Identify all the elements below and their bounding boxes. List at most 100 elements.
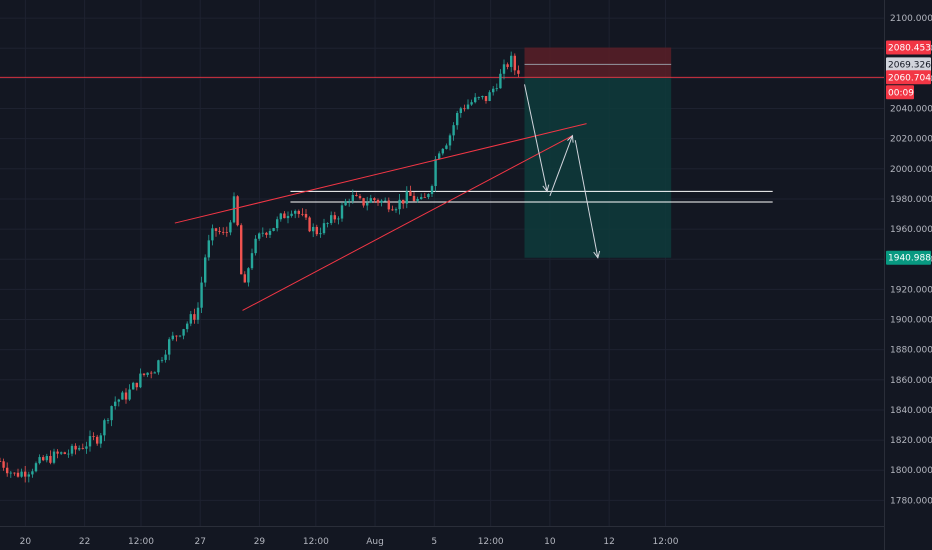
projection-arrow-2: [549, 135, 573, 197]
time-axis-label: 20: [20, 537, 32, 547]
candle-body: [132, 382, 135, 390]
candle-body: [78, 448, 81, 450]
candle-body: [416, 199, 419, 201]
candle-body: [441, 148, 444, 154]
candle-body: [99, 435, 102, 444]
candle-body: [135, 382, 138, 388]
time-axis-label: 12:00: [478, 537, 504, 547]
candle-body: [272, 228, 275, 231]
candle-body: [42, 457, 45, 461]
time-axis-label: 29: [254, 537, 266, 547]
candle-body: [373, 198, 376, 200]
time-axis-label: 12:00: [128, 537, 154, 547]
candle-body: [229, 222, 232, 233]
candle-body: [193, 314, 196, 320]
candle-body: [9, 472, 12, 474]
candle-body: [466, 104, 470, 109]
time-axis-label: 12:00: [653, 537, 679, 547]
entry-price-tag-text: 2060.704: [888, 73, 931, 83]
price-axis-label: 1900.000: [890, 316, 932, 326]
stop-price-tag-text: 2080.453: [888, 44, 931, 54]
candle-body: [463, 108, 466, 110]
time-axis-label: 27: [194, 537, 205, 547]
projection-arrow-1: [524, 84, 548, 192]
candle-body: [117, 399, 120, 402]
candle-body: [394, 209, 398, 211]
candle-body: [506, 64, 509, 67]
candle-body: [430, 186, 434, 195]
candle-body: [445, 145, 448, 149]
candle-body: [474, 97, 477, 103]
stop-loss-zone: [524, 47, 672, 78]
price-axis-label: 1980.000: [890, 195, 932, 205]
candle-body: [517, 70, 520, 74]
time-axis-label: Aug: [366, 537, 384, 547]
time-axis-label: 12:00: [303, 537, 329, 547]
candle-body: [6, 467, 9, 474]
candle-body: [34, 463, 38, 472]
candle-body: [402, 199, 405, 204]
current-price-tag-text: 2069.326: [888, 60, 931, 70]
candle-body: [340, 205, 344, 219]
candle-body: [265, 232, 268, 235]
price-axis-label: 1960.000: [890, 225, 932, 235]
time-axis-label: 12: [603, 537, 614, 547]
price-axis-label: 1820.000: [890, 436, 932, 446]
candle-body: [279, 213, 282, 220]
candle-body: [74, 445, 77, 450]
candle-body: [31, 471, 34, 475]
time-axis-label: 10: [544, 537, 556, 547]
candle-body: [150, 372, 153, 374]
candle-body: [405, 191, 408, 204]
candle-body: [376, 199, 380, 203]
candle-body: [297, 210, 300, 214]
price-axis-label: 2020.000: [890, 135, 932, 145]
candle-body: [420, 197, 423, 200]
candle-body: [254, 238, 257, 254]
candle-body: [160, 359, 164, 361]
candle-body: [481, 96, 484, 98]
candle-body: [204, 257, 207, 283]
arrowhead-icon: [542, 184, 550, 193]
candle-body: [294, 210, 297, 214]
candle-body: [124, 392, 128, 400]
candle-body: [369, 198, 372, 203]
candle-body: [81, 448, 84, 449]
candle-body: [27, 474, 30, 477]
candle-body: [168, 339, 171, 355]
entry-price-tag: [886, 70, 931, 85]
candle-body: [452, 125, 455, 136]
candle-body: [225, 231, 228, 233]
candle-body: [409, 191, 412, 196]
candle-body: [196, 307, 200, 320]
candle-body: [67, 453, 70, 455]
time-axis-label: 22: [79, 537, 90, 547]
candle-body: [38, 457, 41, 464]
candle-body: [164, 354, 167, 360]
candle-body: [304, 214, 308, 218]
candle-body: [470, 102, 473, 105]
candle-body: [218, 230, 221, 232]
candle-body: [0, 461, 2, 462]
candle-body: [434, 159, 437, 187]
candle-body: [258, 233, 261, 239]
candle-body: [103, 420, 106, 436]
candle-body: [456, 113, 459, 126]
candle-body: [448, 135, 452, 146]
stop-price-tag: [886, 40, 931, 55]
candle-body: [351, 194, 354, 202]
candle-body: [211, 228, 214, 241]
candle-body: [232, 196, 236, 223]
price-axis-label: 2040.000: [890, 105, 932, 115]
candle-body: [459, 108, 462, 114]
candle-body: [315, 226, 318, 235]
candle-body: [222, 231, 225, 233]
candle-body: [492, 88, 495, 93]
candle-body: [157, 360, 160, 373]
candle-body: [366, 202, 369, 206]
candle-body: [146, 372, 149, 375]
candle-body: [326, 223, 329, 224]
candle-body: [337, 218, 340, 220]
